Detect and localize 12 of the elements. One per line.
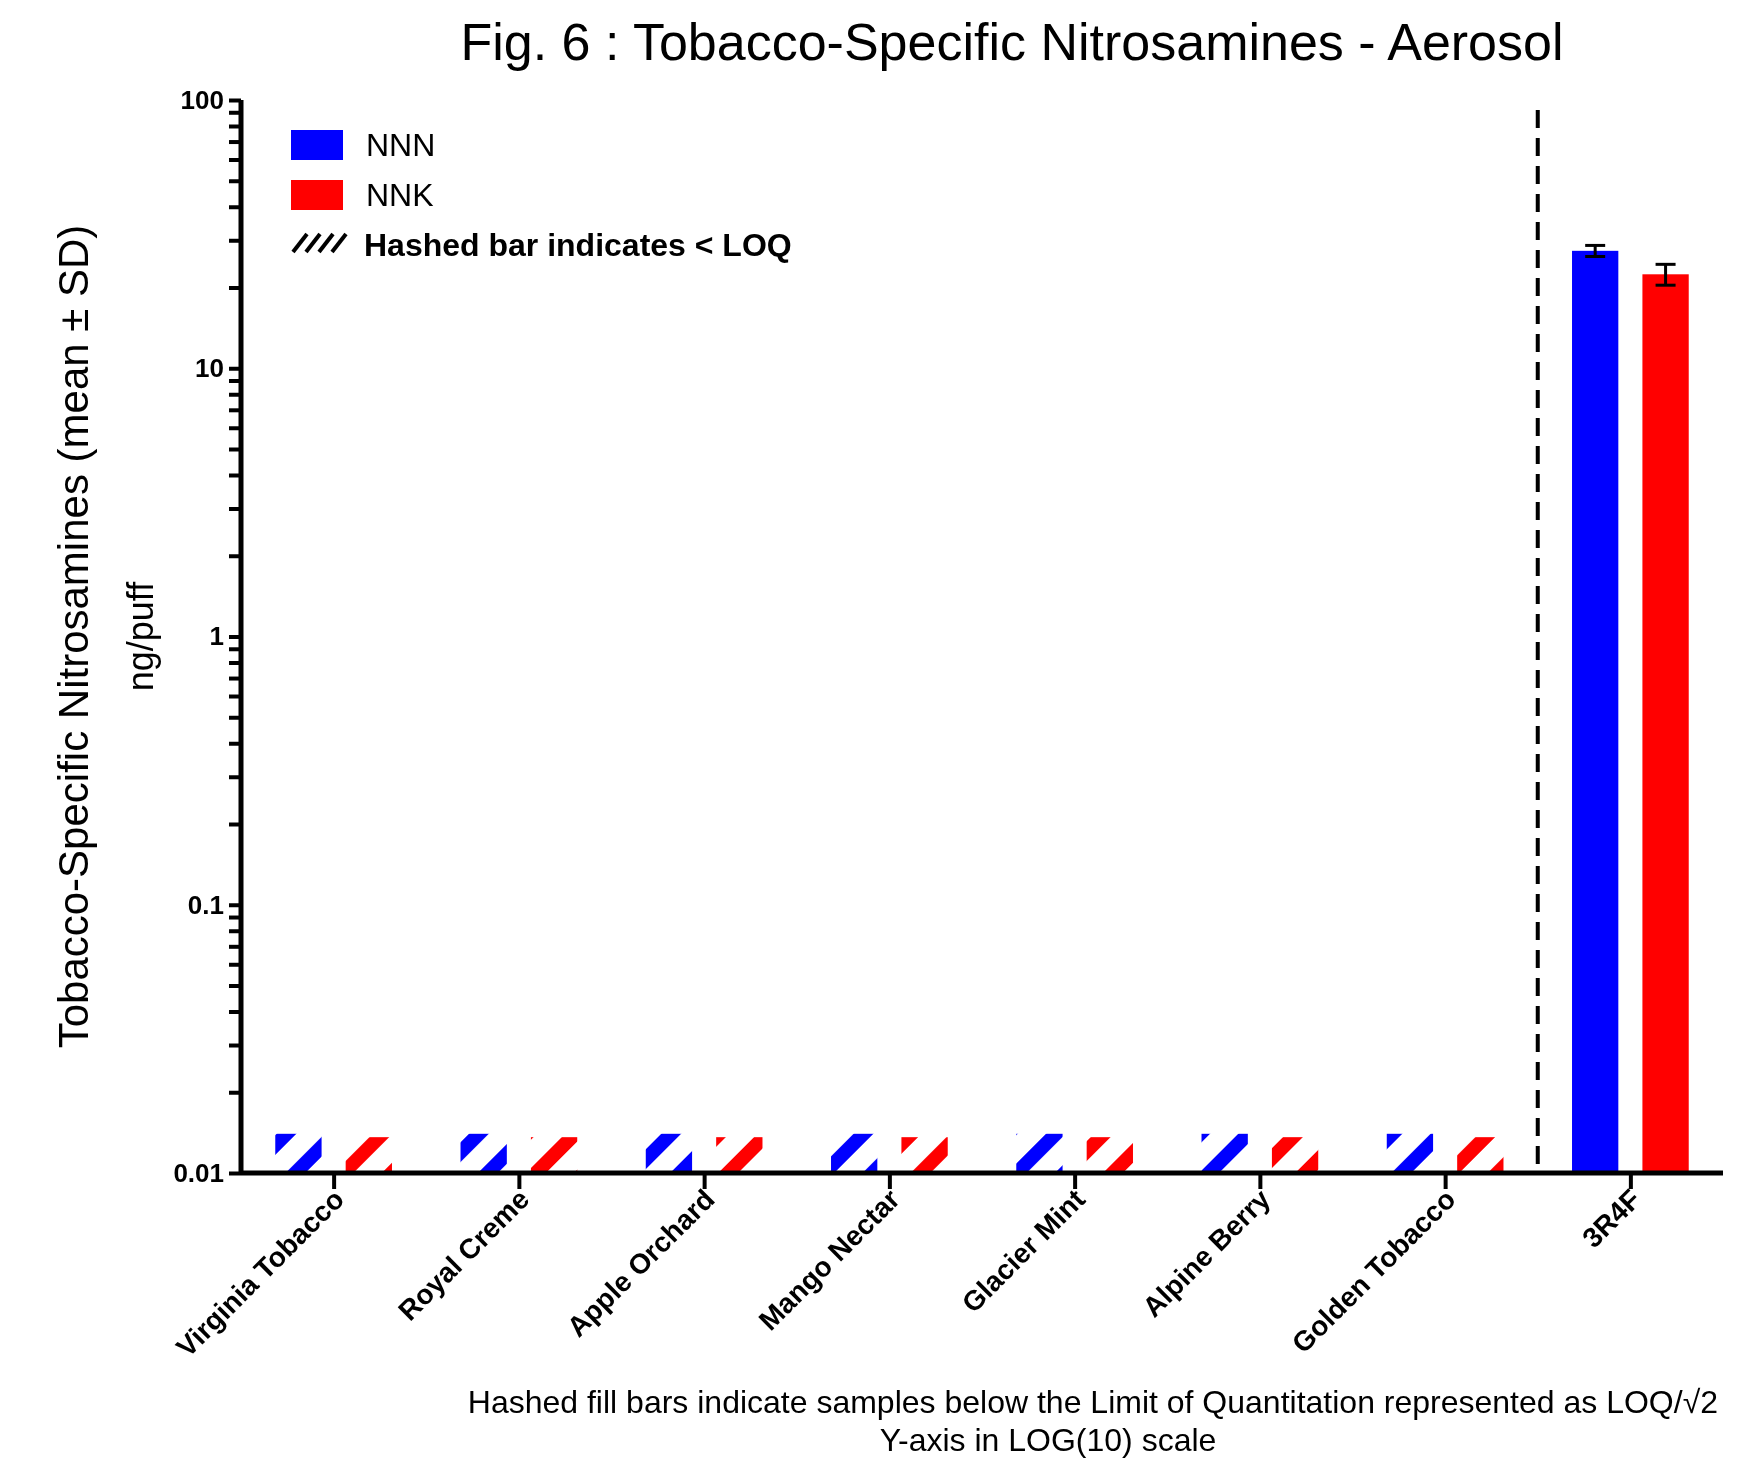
annotation: Hashed bar indicates < LOQ — [364, 227, 792, 263]
text: Hashed fill bars indicate samples below the Limit of Quantitation represented as LOQ/√2 — [467, 1384, 1718, 1420]
y-tick-label: 0.1 — [187, 889, 224, 920]
y-tick-label: 1 — [209, 621, 224, 652]
text: Y-axis in LOG(10) scale — [879, 1422, 1217, 1458]
y-tick-label: 100 — [180, 84, 224, 115]
legend-label: NNK — [366, 177, 434, 213]
y-tick-label: 10 — [195, 353, 224, 384]
y-tick-label: 0.01 — [173, 1157, 224, 1188]
chart-title: Fig. 6 : Tobacco-Specific Nitrosamines - Aerosol — [460, 13, 1564, 71]
legend-label: NNN — [366, 127, 436, 163]
y-axis-title: Tobacco-Specific Nitrosamines (mean ± SD) ng/puff — [50, 224, 161, 1049]
